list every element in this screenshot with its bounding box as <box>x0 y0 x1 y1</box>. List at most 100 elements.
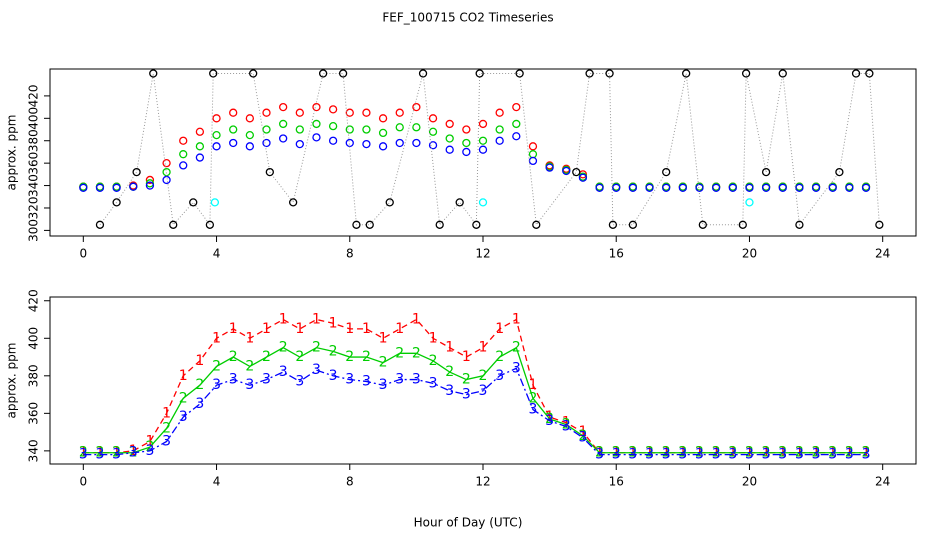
y-tick-label: 320 <box>27 197 41 220</box>
point <box>435 220 444 229</box>
point <box>712 183 721 192</box>
x-tick-label: 24 <box>875 475 890 489</box>
x-tick-label: 4 <box>213 475 221 489</box>
point <box>605 69 614 78</box>
point <box>345 125 354 134</box>
point <box>149 69 158 78</box>
point <box>145 181 155 190</box>
point <box>412 102 421 112</box>
point <box>512 102 521 112</box>
x-tick-label: 16 <box>609 475 624 489</box>
point-marker: 3 <box>728 447 737 463</box>
point-marker: 2 <box>862 445 871 461</box>
point-marker: 2 <box>745 445 754 461</box>
point <box>288 198 298 207</box>
point <box>612 183 621 192</box>
point <box>229 125 238 134</box>
point <box>328 122 338 131</box>
point <box>205 220 215 229</box>
x-tick-label: 24 <box>875 247 890 261</box>
point <box>245 130 254 140</box>
point-marker: 2 <box>329 343 338 359</box>
y-tick-label: 360 <box>27 402 41 425</box>
point <box>318 69 328 78</box>
point <box>262 108 271 117</box>
point <box>229 138 238 148</box>
point-marker: 1 <box>312 312 321 328</box>
point <box>495 125 504 134</box>
point <box>169 220 178 229</box>
point-marker: 2 <box>295 349 304 365</box>
point <box>738 220 747 229</box>
point-marker: 3 <box>462 387 471 403</box>
y-tick-label: 340 <box>27 174 41 197</box>
point <box>562 166 571 176</box>
point <box>528 150 538 159</box>
point <box>328 136 338 145</box>
point <box>645 183 654 192</box>
point-marker: 3 <box>379 377 388 393</box>
point <box>345 108 354 117</box>
point-marker: 3 <box>745 447 754 463</box>
point <box>210 198 220 207</box>
point-marker: 2 <box>112 445 121 461</box>
point-marker: 3 <box>412 372 421 388</box>
point <box>445 134 454 143</box>
point <box>662 167 671 177</box>
point-marker: 3 <box>295 373 304 389</box>
point <box>682 69 691 78</box>
point-marker: 2 <box>212 358 221 374</box>
point <box>162 158 171 168</box>
point-marker: 3 <box>762 447 771 463</box>
x-tick-label: 8 <box>346 475 354 489</box>
point <box>835 167 844 177</box>
point <box>212 130 221 140</box>
point <box>745 198 754 207</box>
point-marker: 1 <box>412 312 421 328</box>
point-marker: 2 <box>545 411 554 427</box>
point-marker: 2 <box>379 355 388 371</box>
point <box>475 69 484 78</box>
point-marker: 2 <box>712 445 721 461</box>
point-marker: 2 <box>412 345 421 361</box>
y-tick-label: 420 <box>27 289 41 312</box>
point <box>145 179 155 188</box>
point <box>478 145 488 154</box>
point <box>345 138 354 148</box>
point-marker: 3 <box>678 447 687 463</box>
point-marker: 3 <box>845 447 854 463</box>
point <box>312 102 321 112</box>
point-marker: 1 <box>562 415 571 431</box>
point <box>162 175 171 185</box>
point-marker: 2 <box>495 349 504 365</box>
point-marker: 3 <box>595 447 604 463</box>
point-marker: 1 <box>179 368 188 384</box>
point <box>179 150 188 159</box>
point-marker: 2 <box>628 445 637 461</box>
point-marker: 3 <box>362 373 371 389</box>
point-marker: 3 <box>712 447 721 463</box>
point <box>395 138 404 148</box>
point-marker: 2 <box>179 390 188 406</box>
point <box>129 182 138 191</box>
point <box>328 105 338 114</box>
point-marker: 1 <box>512 312 521 328</box>
point-marker: 1 <box>462 349 471 365</box>
point <box>512 132 521 141</box>
x-tick-label: 0 <box>79 247 87 261</box>
point-marker: 1 <box>429 330 438 346</box>
point <box>795 220 804 229</box>
point <box>478 119 488 129</box>
point-marker: 2 <box>479 368 488 384</box>
point-marker: 2 <box>578 428 587 444</box>
point-marker: 1 <box>145 433 154 449</box>
point <box>608 220 618 229</box>
point <box>395 123 404 132</box>
point-marker: 3 <box>395 372 404 388</box>
point-marker: 3 <box>262 372 271 388</box>
point <box>865 69 874 78</box>
point-marker: 1 <box>395 321 404 337</box>
point-marker: 2 <box>728 445 737 461</box>
point-marker: 3 <box>145 443 154 459</box>
point-marker: 1 <box>329 315 338 331</box>
